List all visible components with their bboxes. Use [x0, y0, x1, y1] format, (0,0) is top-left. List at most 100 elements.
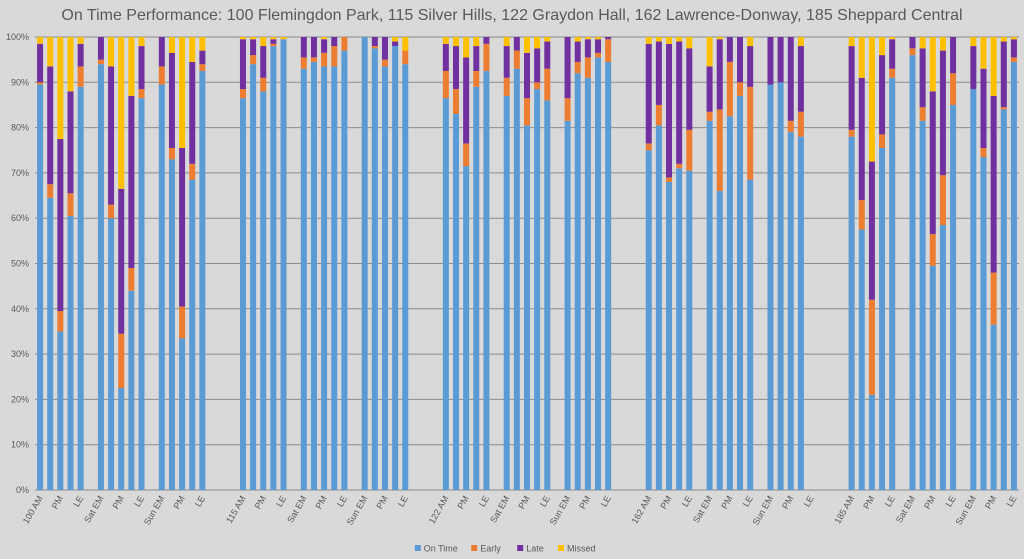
bar-segment-on-time — [595, 57, 602, 490]
bar-segment-on-time — [787, 132, 794, 490]
x-tick-label: LE — [396, 494, 410, 509]
bar-segment-late — [77, 43, 84, 67]
bar-segment-on-time — [767, 84, 774, 490]
bar-segment-on-time — [990, 324, 997, 490]
bars — [37, 37, 1017, 491]
bar-segment-early — [858, 200, 865, 230]
y-tick-label: 30% — [11, 349, 29, 359]
bar-segment-on-time — [564, 120, 571, 491]
bar-segment-early — [503, 77, 510, 96]
x-tick-label: LE — [680, 494, 694, 509]
bar-segment-missed — [260, 37, 267, 47]
bar-segment-late — [686, 48, 693, 130]
x-tick-label: PM — [922, 494, 937, 511]
bar-segment-late — [676, 41, 683, 164]
bar-segment-early — [544, 68, 551, 101]
bar-segment-early — [939, 175, 946, 225]
bar-segment-missed — [270, 37, 277, 40]
bar-segment-missed — [524, 37, 530, 53]
bar-segment-on-time — [909, 55, 916, 491]
bar-segment-on-time — [706, 120, 713, 491]
x-tick-label: PM — [719, 494, 734, 511]
x-tick-label: PM — [658, 494, 673, 511]
bar-segment-missed — [858, 37, 865, 78]
bar-segment-on-time — [250, 64, 257, 491]
bar-segment-late — [726, 37, 733, 62]
y-tick-label: 20% — [11, 394, 29, 404]
bar-segment-missed — [321, 37, 328, 40]
bar-segment-on-time — [239, 98, 246, 490]
bar-segment-early — [513, 50, 520, 69]
bar-segment-early — [645, 143, 652, 151]
bar-segment-late — [990, 95, 997, 273]
bar-segment-late — [503, 46, 510, 78]
bar-segment-late — [574, 41, 581, 62]
bar-segment-early — [463, 143, 470, 167]
bar-segment-on-time — [179, 338, 186, 490]
bar-segment-early — [595, 52, 602, 58]
bar-segment-early — [868, 299, 875, 395]
x-tick-label: LE — [335, 494, 349, 509]
bar-segment-on-time — [67, 215, 74, 490]
bar-segment-missed — [848, 37, 855, 47]
bar-segment-on-time — [524, 125, 530, 491]
bar-segment-missed — [747, 37, 754, 47]
bar-segment-on-time — [1000, 109, 1007, 490]
bar-segment-missed — [1010, 37, 1017, 40]
bar-segment-late — [513, 37, 520, 51]
bar-segment-on-time — [797, 136, 804, 490]
bar-segment-early — [676, 163, 683, 169]
bar-segment-late — [37, 43, 44, 83]
x-tick-label: PM — [455, 494, 470, 511]
bar-segment-early — [889, 68, 896, 78]
bar-segment-on-time — [737, 95, 744, 490]
y-tick-label: 100% — [6, 32, 29, 42]
bar-segment-missed — [503, 37, 510, 47]
bar-segment-on-time — [341, 50, 348, 491]
bar-segment-late — [980, 68, 987, 148]
x-tick-label: Sat EM — [285, 494, 308, 525]
x-tick-label: 162 AM — [630, 494, 654, 525]
x-tick-label: LE — [71, 494, 85, 509]
bar-segment-missed — [595, 37, 602, 40]
bar-segment-on-time — [919, 120, 926, 491]
y-tick-label: 10% — [11, 440, 29, 450]
bar-segment-early — [381, 59, 388, 67]
x-tick-label: Sat EM — [894, 494, 917, 525]
bar-segment-late — [666, 43, 673, 178]
bar-segment-on-time — [300, 68, 307, 491]
bar-segment-early — [331, 46, 338, 67]
bar-segment-early — [37, 82, 44, 85]
bar-segment-missed — [706, 37, 713, 67]
bar-segment-late — [777, 37, 784, 83]
x-tick-label: LE — [741, 494, 755, 509]
bar-segment-early — [108, 204, 115, 219]
bar-segment-on-time — [118, 388, 125, 490]
bar-segment-missed — [392, 37, 399, 42]
bar-segment-missed — [645, 37, 652, 44]
bar-segment-late — [868, 161, 875, 300]
bar-segment-missed — [128, 37, 135, 96]
bar-segment-late — [168, 52, 175, 148]
bar-segment-early — [270, 43, 277, 47]
bar-segment-missed — [868, 37, 875, 162]
x-tick-label: PM — [983, 494, 998, 511]
bar-segment-on-time — [392, 46, 399, 491]
bar-segment-missed — [574, 37, 581, 42]
bar-segment-late — [483, 37, 490, 44]
bar-segment-on-time — [47, 197, 54, 490]
x-tick-label: LE — [132, 494, 146, 509]
bar-segment-on-time — [361, 37, 368, 490]
x-tick-label: PM — [780, 494, 795, 511]
y-tick-label: 90% — [11, 77, 29, 87]
bar-segment-on-time — [605, 61, 612, 490]
x-tick-label: Sat EM — [82, 494, 105, 525]
x-tick-label: 115 AM — [224, 494, 248, 525]
bar-segment-on-time — [666, 181, 673, 490]
bar-segment-on-time — [726, 116, 733, 491]
bar-segment-on-time — [716, 191, 723, 490]
bar-segment-on-time — [402, 64, 409, 491]
bar-segment-missed — [168, 37, 175, 53]
bar-segment-on-time — [534, 89, 541, 490]
bar-segment-early — [564, 98, 571, 121]
